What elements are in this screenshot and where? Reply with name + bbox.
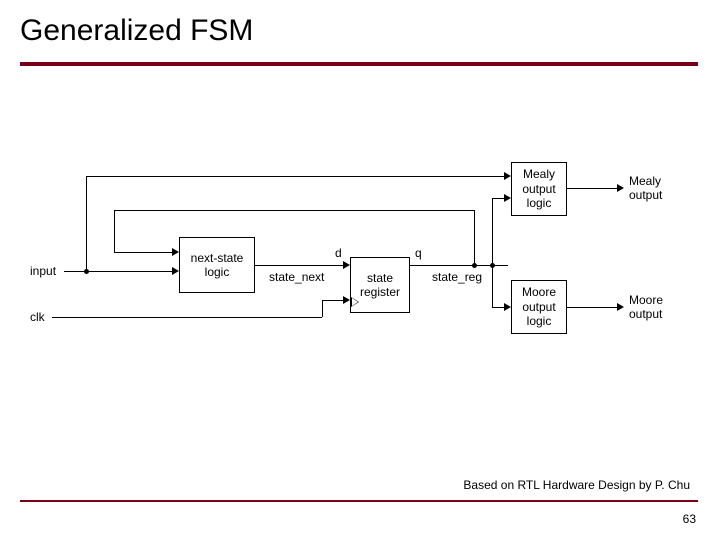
state-reg-label: state_reg [432,270,482,284]
state-next-label: state_next [269,270,324,284]
arrow-mealy-in2 [504,194,511,202]
title-underline [20,62,698,66]
junction-q1 [472,263,477,268]
arrow-moore-out [617,303,624,311]
footer-line [20,500,698,502]
wire-mealy-out [567,188,619,189]
page-number: 63 [683,512,696,526]
wire-fb-top [114,210,474,211]
arrow-clk [343,296,350,304]
input-label: input [30,264,56,278]
wire-moore-out [567,307,619,308]
mealy-out-label: Mealy output [629,174,662,202]
next-state-l2: logic [180,265,254,279]
block-next-state: next-state logic [179,237,255,293]
arrow-moore-in [504,303,511,311]
mealy-l3: logic [512,196,566,210]
wire-state-next [255,265,345,266]
arrow-input [172,267,179,275]
page-title: Generalized FSM [20,14,253,48]
q-label: q [415,246,422,260]
footer-text: Based on RTL Hardware Design by P. Chu [463,478,690,492]
wire-input-top [86,176,506,177]
mealy-l1: Mealy [512,167,566,181]
block-mealy: Mealy output logic [511,162,567,216]
wire-input-up [86,176,87,271]
wire-clk-h2 [322,300,345,301]
block-state-register: state register [350,257,410,313]
moore-l3: logic [512,314,566,328]
d-label: d [335,246,342,260]
clock-triangle [351,297,359,307]
arrow-state-next [343,261,350,269]
arrow-mealy-out [617,184,624,192]
arrow-mealy-in1 [504,172,511,180]
wire-clk-h [52,317,322,318]
wire-fb-down [474,210,475,265]
next-state-l1: next-state [180,251,254,265]
fsm-diagram: input clk next-state logic state_next d … [30,170,700,370]
clk-label: clk [30,310,45,324]
wire-clk-v [322,300,323,317]
moore-l2: output [512,300,566,314]
wire-input [64,271,174,272]
wire-fb-v [114,210,115,252]
block-moore: Moore output logic [511,280,567,334]
moore-l1: Moore [512,285,566,299]
mealy-l2: output [512,182,566,196]
moore-out-label: Moore output [629,293,663,321]
state-reg-l2: register [351,285,409,299]
state-reg-l1: state [351,271,409,285]
wire-fb-h [114,252,174,253]
wire-to-mealy-v [492,198,493,265]
arrow-fb [172,248,179,256]
wire-to-moore-v [492,265,493,307]
